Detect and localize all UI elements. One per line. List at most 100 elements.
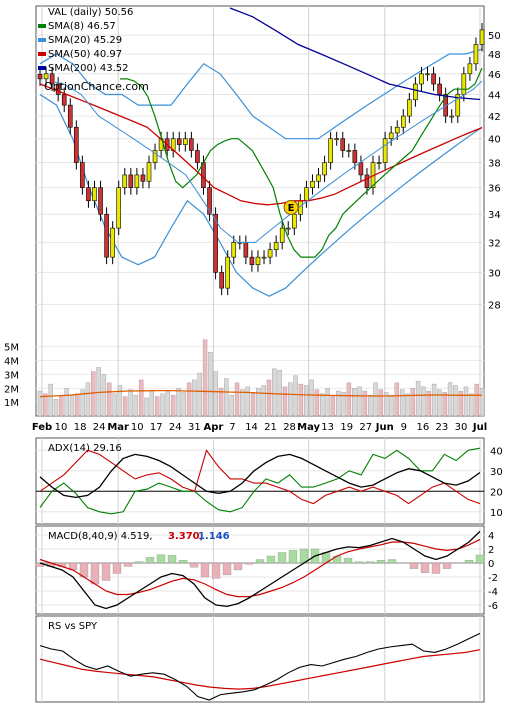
date-tick-label: 23	[436, 422, 449, 433]
price-axis: 28 30 32 34 36 38 40 42 44 46 48 50	[488, 31, 501, 311]
up-candle	[116, 187, 122, 229]
candlesticks	[37, 22, 485, 296]
up-candle	[255, 256, 261, 265]
price-panel-frame	[35, 5, 485, 417]
macd-signal-label: 3.370,	[168, 531, 203, 542]
volume-bar	[447, 382, 453, 417]
volume-bar	[229, 394, 234, 417]
price-tick-label: 48	[488, 50, 501, 61]
macd-histogram-bar	[233, 562, 243, 571]
macd-histogram-bar	[244, 562, 254, 565]
earnings-marker: E	[283, 199, 299, 215]
watermark: OptionChance.com	[44, 80, 149, 93]
volume-bar	[59, 396, 64, 417]
volume-bar	[469, 393, 474, 417]
adx-tick-label: 10	[490, 508, 503, 519]
volume-bars	[37, 339, 485, 417]
volume-bar	[160, 393, 165, 417]
macd-histogram-bar	[365, 561, 375, 564]
sma8-line	[120, 67, 483, 258]
date-tick-label: 24	[169, 422, 182, 433]
up-candle	[400, 115, 406, 128]
date-tick-label: 28	[283, 422, 296, 433]
up-candle	[467, 63, 473, 75]
volume-bar	[288, 382, 293, 417]
legend-label: SMA(20) 45.29	[48, 35, 122, 46]
adx-minus-di-line	[39, 449, 481, 505]
volume-bar	[367, 394, 373, 417]
volume-bar	[325, 388, 330, 417]
date-tick-label: 31	[188, 422, 201, 433]
down-candle	[128, 174, 134, 188]
volume-bar	[330, 394, 336, 417]
rs-lines	[39, 632, 481, 701]
down-candle	[74, 126, 79, 163]
date-tick-label: Mar	[107, 422, 129, 433]
volume-bar	[128, 389, 133, 417]
price-tick-label: 50	[488, 31, 501, 42]
up-candle	[455, 94, 461, 117]
volume-bar	[373, 382, 378, 417]
macd-tick-label: 2	[488, 545, 494, 556]
macd-tick-label: 4	[488, 531, 494, 542]
macd-histogram-bar	[431, 562, 441, 574]
volume-bar	[154, 396, 160, 417]
macd-histogram-bar	[200, 562, 210, 578]
macd-histogram-bar	[123, 562, 133, 567]
macd-histogram-bar	[266, 555, 276, 564]
adx-tick-label: 40	[490, 446, 503, 457]
macd-line	[39, 530, 481, 610]
volume-bar	[394, 382, 399, 417]
up-candle	[376, 162, 382, 164]
volume-bar	[266, 379, 272, 417]
date-tick-label: 7	[229, 422, 235, 433]
volume-bar	[149, 390, 155, 417]
volume-bar	[181, 392, 186, 417]
volume-bar	[298, 383, 304, 417]
volume-bar	[458, 390, 463, 417]
price-tick-label: 32	[488, 238, 501, 249]
macd-histogram-bar	[343, 557, 353, 564]
sma200-line	[229, 7, 481, 101]
date-tick-label: Jul	[472, 422, 487, 433]
volume-bar	[431, 383, 437, 417]
legend-label: SMA(200) 43.52	[48, 63, 129, 74]
macd-tick-label: -6	[488, 601, 498, 612]
down-candle	[98, 187, 103, 215]
macd-hist-label: 1.146	[198, 531, 230, 542]
volume-bar	[261, 385, 266, 417]
price-tick-label: 30	[488, 268, 501, 279]
volume-bar	[213, 371, 218, 417]
up-candle	[473, 44, 479, 65]
volume-bar	[320, 393, 325, 417]
down-candle	[437, 83, 442, 95]
volume-bar	[389, 394, 394, 417]
rs-label: RS vs SPY	[48, 621, 98, 632]
volume-bar	[399, 389, 405, 417]
macd-histogram-bar	[178, 560, 188, 564]
up-candle	[146, 162, 152, 182]
adx-tick-label: 30	[490, 467, 503, 478]
down-candle	[431, 73, 436, 85]
volume-bar	[410, 388, 415, 417]
macd-lines: -6 -4 -2 0 2 4	[35, 530, 498, 612]
macd-tick-label: 0	[488, 559, 494, 570]
down-candle	[352, 150, 358, 163]
down-candle	[243, 242, 249, 258]
volume-bar	[123, 396, 128, 417]
up-candle	[285, 227, 291, 230]
volume-bar	[91, 371, 96, 417]
volume-bar	[421, 386, 426, 417]
macd-histogram-bar	[145, 557, 155, 564]
volume-bar	[383, 392, 389, 417]
legend-swatch	[38, 52, 46, 56]
volume-bar	[165, 390, 171, 417]
legend-label: VAL (daily) 50.56	[48, 7, 133, 18]
date-tick-label: 18	[74, 422, 87, 433]
price-legend: VAL (daily) 50.56 SMA(8) 46.57 SMA(20) 45.…	[38, 7, 133, 74]
up-candle	[479, 29, 485, 45]
up-candle	[43, 73, 49, 80]
volume-bar	[362, 390, 368, 417]
macd-histogram-bar	[211, 562, 221, 579]
